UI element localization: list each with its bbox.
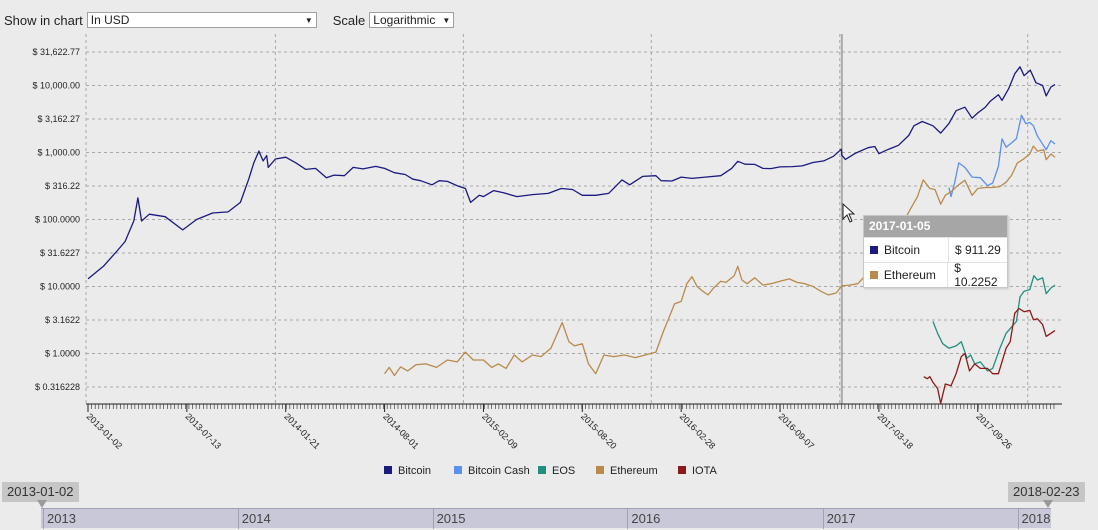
y-tick-label: $ 0.316228 [35,382,80,392]
show-in-chart-label: Show in chart [4,12,83,28]
legend-item-iota[interactable]: IOTA [678,465,718,477]
y-tick-label: $ 10,000.00 [32,81,80,91]
scale-select[interactable]: Logarithmic ▼ [369,12,455,28]
y-axis: $ 31,622.77 $ 10,000.00 $ 3,162.27 $ 1,000.… [32,47,80,392]
navigator-year-label: 2014 [237,509,271,529]
legend-label: Bitcoin [398,465,431,477]
navigator-year-label: 2015 [432,509,466,529]
tooltip-series-value: $ 911.29 [955,243,1001,257]
legend-label: IOTA [692,465,718,477]
scale-select-value: Logarithmic [373,13,436,27]
legend-swatch [596,466,604,474]
tooltip-series-name: Ethereum [884,263,949,287]
x-axis: 2013-01-02 2013-07-13 2014-01-21 2014-08-01… [85,403,1062,451]
tooltip-series-name: Bitcoin [884,238,949,262]
x-tick-label: 2013-01-02 [85,411,125,451]
cursor-arrow-shape [842,202,856,223]
chevron-down-icon: ▼ [442,15,451,25]
currency-select[interactable]: In USD ▼ [86,12,317,28]
chart-legend[interactable]: Bitcoin Bitcoin Cash EOS Ethereum IOTA [384,465,718,477]
y-tick-label: $ 3.1622 [45,315,80,325]
range-start-handle[interactable] [37,500,47,508]
x-tick-label: 2014-01-21 [282,411,322,451]
chevron-down-icon: ▼ [304,15,313,25]
legend-item-ethereum[interactable]: Ethereum [596,465,658,477]
scale-label: Scale [332,12,366,28]
x-tick-label: 2015-02-09 [480,411,520,451]
chart-controls: Show in chart In USD ▼ Scale Logarithmic… [4,11,455,29]
y-tick-label: $ 31.6227 [40,248,80,258]
tooltip-swatch-bitcoin [870,246,878,254]
y-tick-label: $ 100.0000 [35,215,80,225]
tooltip-swatch-ethereum [870,271,878,279]
range-end-handle[interactable] [1043,500,1053,508]
legend-label: Bitcoin Cash [468,465,530,477]
series-line-ethereum [384,145,1056,377]
y-tick-label: $ 10.0000 [40,282,80,292]
y-tick-label: $ 1,000.00 [37,148,80,158]
tooltip-series-value: $ 10.2252 [954,261,998,289]
series-line-eos [932,275,1056,372]
navigator-year-label: 2018 [1017,509,1050,529]
series-line-iota [923,307,1056,405]
legend-swatch [454,466,462,474]
tooltip-date: 2017-01-05 [864,216,1007,237]
legend-item-bitcoin-cash[interactable]: Bitcoin Cash [454,465,530,477]
x-tick-label: 2016-09-07 [777,411,817,451]
chart-grid [85,34,1062,404]
legend-item-bitcoin[interactable]: Bitcoin [384,465,431,477]
legend-swatch [678,466,686,474]
x-tick-label: 2016-02-28 [678,411,718,451]
legend-item-eos[interactable]: EOS [538,465,575,477]
range-navigator[interactable]: 2013 2014 2015 2016 2017 2018 [41,508,1051,529]
series-line-bitcoin-cash [948,114,1056,198]
legend-swatch [538,466,546,474]
chart-series [87,66,1056,405]
series-line-bitcoin [87,66,1056,280]
y-tick-label: $ 3,162.27 [37,114,80,124]
y-tick-label: $ 31,622.77 [32,47,80,57]
price-chart[interactable]: $ 31,622.77 $ 10,000.00 $ 3,162.27 $ 1,000.… [0,0,1098,500]
range-start-label: 2013-01-02 [2,482,79,502]
range-end-label: 2018-02-23 [1008,482,1085,502]
hover-tooltip: 2017-01-05 Bitcoin $ 911.29 Ethereum $ 1… [863,215,1008,289]
y-tick-label: $ 316.22 [45,181,80,191]
navigator-year-label: 2017 [822,509,856,529]
legend-label: EOS [552,465,575,477]
x-tick-label: 2017-09-26 [974,411,1014,451]
x-tick-label: 2013-07-13 [183,411,223,451]
navigator-year-label: 2013 [43,509,76,529]
tooltip-row: Ethereum $ 10.2252 [864,261,1007,289]
x-tick-label: 2015-08-20 [579,411,619,451]
legend-swatch [384,466,392,474]
tooltip-row: Bitcoin $ 911.29 [864,237,1007,262]
legend-label: Ethereum [610,465,658,477]
currency-select-value: In USD [90,13,130,27]
mouse-cursor-icon [842,202,856,223]
navigator-year-label: 2016 [627,509,660,529]
y-tick-label: $ 1.0000 [45,349,80,359]
x-tick-label: 2014-08-01 [381,411,421,451]
x-tick-label: 2017-03-18 [875,411,915,451]
